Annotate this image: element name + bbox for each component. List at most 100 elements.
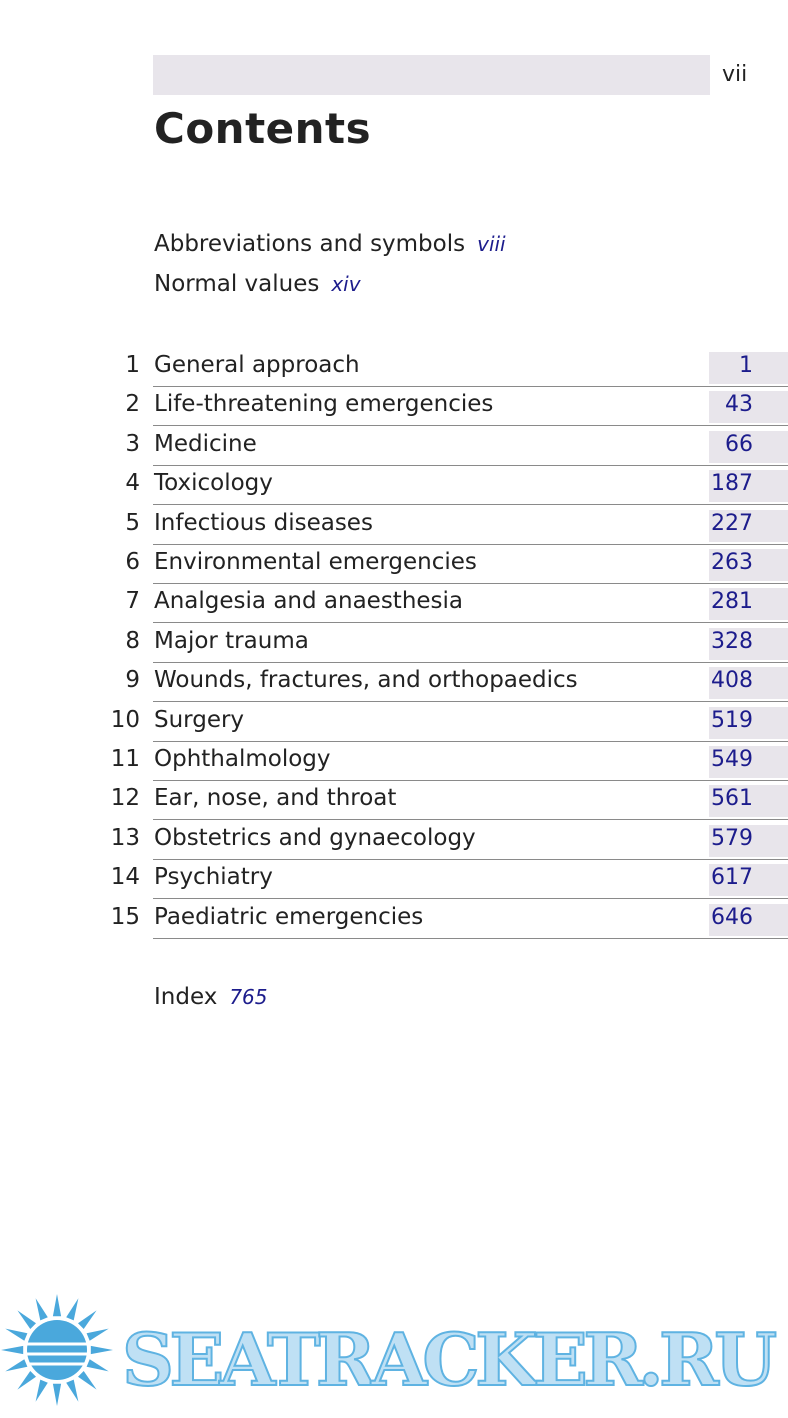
title: Contents (154, 104, 372, 153)
chapter-page: 579 (711, 825, 753, 851)
chapter-title: Psychiatry (154, 864, 273, 891)
chapter-title: Major trauma (154, 627, 309, 654)
page-box (709, 352, 788, 384)
watermark: SEATRACKER.RU (1, 1294, 778, 1406)
sun-ray (66, 1298, 79, 1321)
chapter-number: 2 (125, 391, 140, 418)
sun-ray (17, 1371, 36, 1390)
chapter-number: 6 (125, 549, 140, 575)
chapter-page: 227 (711, 510, 753, 536)
chapter-number: 5 (125, 509, 140, 536)
chapter-page: 561 (711, 786, 753, 812)
page-box (709, 864, 788, 897)
sun-ray (5, 1328, 28, 1341)
chapter-title: Obstetrics and gynaecology (154, 824, 476, 851)
sun-ray (1, 1345, 24, 1355)
page-box (709, 470, 788, 503)
chapter-title: Infectious diseases (154, 509, 373, 536)
item-page: viii (477, 232, 506, 256)
page-box (709, 746, 788, 778)
chapter-page: 187 (711, 471, 753, 497)
sun-ray (17, 1310, 36, 1329)
chapter-number: 8 (125, 627, 140, 654)
page-box (709, 785, 788, 818)
chapter-number: 9 (125, 667, 140, 694)
chapter-number: 14 (110, 864, 140, 891)
chapter-title: Ophthalmology (154, 746, 331, 772)
chapter-title: Paediatric emergencies (154, 903, 424, 930)
chapter-number: 1 (125, 352, 140, 378)
chapter-title: Analgesia and anaesthesia (154, 588, 464, 615)
chapter-page: 549 (711, 747, 753, 772)
row-rule (153, 622, 788, 624)
page-number: vii (722, 62, 748, 87)
sun-ray (86, 1328, 109, 1341)
front-matter-item: Normal values xiv (154, 271, 361, 297)
front-matter-item: Abbreviations and symbols viii (154, 231, 506, 257)
chapter-page: 328 (711, 628, 753, 654)
page-box (709, 430, 788, 463)
chapter-page: 519 (711, 707, 753, 733)
chapter-title: Life-threatening emergencies (154, 391, 494, 418)
chapter-title: Environmental emergencies (154, 549, 477, 575)
sun-icon (1, 1294, 113, 1406)
header-bar (153, 55, 710, 95)
chapter-page: 408 (711, 668, 753, 694)
page-box (709, 391, 788, 424)
row-rule (153, 780, 788, 781)
chapter-page: 1 (739, 353, 753, 378)
page-box (709, 588, 788, 621)
chapter-title: Toxicology (154, 470, 273, 497)
sun-ray (90, 1345, 113, 1355)
row-rule (153, 504, 788, 506)
chapter-title: Surgery (154, 706, 245, 733)
chapter-title: Ear, nose, and throat (154, 785, 397, 812)
page-box (709, 627, 788, 660)
page-box (709, 509, 788, 542)
chapter-title: General approach (154, 352, 360, 378)
chapter-number: 7 (125, 588, 140, 615)
chapter-page: 43 (725, 392, 753, 418)
row-rule (153, 740, 788, 742)
sun-ray (52, 1294, 62, 1317)
chapter-title: Wounds, fractures, and orthopaedics (154, 667, 578, 694)
row-rule (153, 425, 788, 427)
chapter-number: 15 (110, 903, 140, 930)
item-page: xiv (331, 272, 361, 296)
chapter-number: 12 (110, 785, 140, 812)
index-item: Index 765 (154, 984, 268, 1010)
page-box (709, 549, 788, 581)
chapter-page: 281 (711, 589, 753, 615)
chapter-number: 11 (110, 746, 140, 772)
row-rule (153, 583, 788, 584)
page-box (709, 706, 788, 739)
sun-ray (35, 1379, 48, 1402)
row-rule (153, 937, 788, 939)
chapter-number: 4 (125, 470, 140, 497)
sun-ray (52, 1383, 62, 1406)
chapter-page: 646 (711, 904, 753, 930)
row-rule (153, 386, 788, 387)
row-rule (153, 701, 788, 703)
sun-ray (66, 1379, 79, 1402)
chapter-page: 617 (711, 865, 753, 891)
page-box (709, 667, 788, 700)
sun-ray (35, 1298, 48, 1321)
row-rule (153, 543, 788, 545)
page-box (709, 903, 788, 936)
page-box (709, 824, 788, 857)
item-page: 765 (229, 985, 268, 1009)
sun-ray (78, 1371, 97, 1390)
sun-ray (5, 1359, 28, 1372)
row-rule (153, 858, 788, 860)
row-rule (153, 819, 788, 821)
chapter-number: 13 (110, 824, 140, 851)
sun-ray (86, 1359, 109, 1372)
row-rule (153, 464, 788, 466)
chapter-page: 263 (711, 550, 753, 575)
item-label: Normal values (154, 271, 320, 297)
row-rule (153, 661, 788, 663)
chapter-number: 10 (110, 706, 140, 733)
item-label: Abbreviations and symbols (154, 231, 466, 257)
